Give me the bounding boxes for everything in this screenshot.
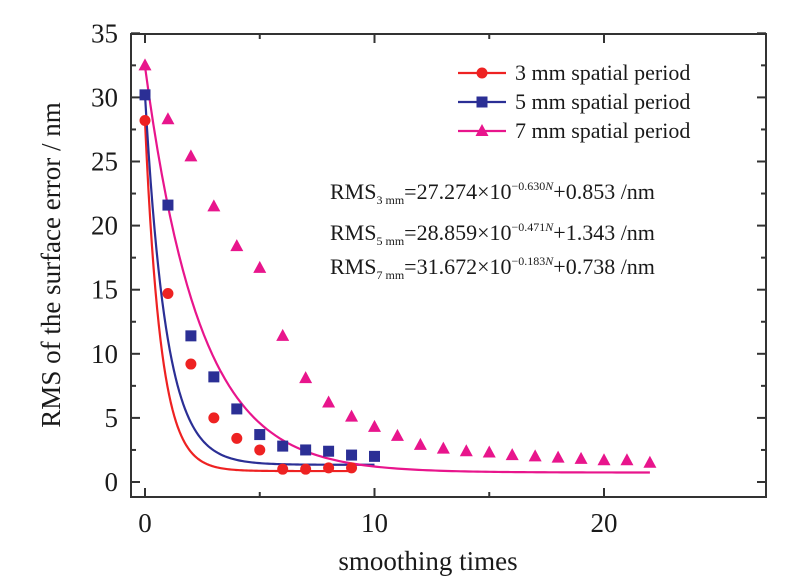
- y-tick-label: 5: [105, 403, 119, 433]
- data-point: [231, 403, 243, 415]
- x-tick-label: 10: [361, 508, 388, 538]
- y-tick-label: 15: [91, 275, 118, 305]
- fit-curves: [143, 66, 650, 474]
- data-point: [162, 288, 174, 300]
- data-point: [505, 448, 519, 461]
- data-point: [413, 437, 427, 450]
- series-1-points: [139, 114, 358, 475]
- data-point: [207, 199, 221, 212]
- x-axis-title: smoothing times: [338, 546, 517, 576]
- data-point: [230, 239, 244, 252]
- x-tick-label: 20: [591, 508, 618, 538]
- legend-label: 3 mm spatial period: [515, 60, 690, 85]
- x-tick-label: 0: [138, 508, 152, 538]
- fit-curve-1: [143, 121, 352, 473]
- y-tick-label: 25: [91, 147, 118, 177]
- equation-3: RMS7 mm=31.672×10−0.183N+0.738 /nm: [330, 254, 655, 282]
- data-point: [184, 149, 198, 162]
- equation-2: RMS5 mm=28.859×10−0.471N+1.343 /nm: [330, 220, 655, 248]
- series-3-points: [138, 58, 657, 468]
- plot-frame: [130, 33, 767, 498]
- data-point: [620, 453, 634, 466]
- data-point: [254, 429, 266, 441]
- data-points: [138, 58, 657, 475]
- data-point: [300, 463, 312, 475]
- data-point: [551, 450, 565, 463]
- data-point: [643, 455, 657, 468]
- data-point: [139, 89, 151, 101]
- series-2-points: [139, 89, 380, 462]
- data-point: [139, 114, 151, 126]
- data-point: [208, 371, 220, 383]
- data-point: [277, 440, 289, 452]
- fit-curve-2: [143, 94, 375, 466]
- axis-ticks: 0 5 10 15 20 25 30 35 0 10 20: [91, 18, 766, 538]
- data-point: [574, 451, 588, 464]
- data-point: [185, 358, 197, 370]
- data-point: [253, 260, 267, 273]
- data-point: [597, 453, 611, 466]
- data-point: [346, 462, 358, 474]
- fit-curve-3: [143, 66, 650, 474]
- y-tick-label: 0: [105, 467, 119, 497]
- data-point: [138, 58, 152, 71]
- data-point: [345, 409, 359, 422]
- y-axis-title: RMS of the surface error / nm: [36, 102, 66, 427]
- data-point: [161, 112, 175, 125]
- y-tick-label: 10: [91, 339, 118, 369]
- equation-annotations: RMS3 mm=27.274×10−0.630N+0.853 /nm RMS5 m…: [330, 179, 655, 282]
- data-point: [323, 462, 335, 474]
- legend-marker-triangle: [475, 124, 489, 136]
- data-point: [277, 463, 289, 475]
- data-point: [300, 444, 312, 456]
- data-point: [299, 371, 313, 384]
- data-point: [368, 419, 381, 432]
- y-tick-label: 20: [91, 211, 118, 241]
- data-point: [185, 330, 197, 342]
- data-point: [528, 449, 542, 462]
- data-point: [369, 450, 380, 462]
- data-point: [254, 444, 266, 456]
- data-point: [390, 428, 404, 441]
- equation-1: RMS3 mm=27.274×10−0.630N+0.853 /nm: [330, 179, 655, 207]
- data-point: [459, 444, 473, 457]
- y-tick-label: 35: [91, 18, 118, 48]
- data-point: [231, 432, 243, 444]
- legend: 3 mm spatial period 5 mm spatial period 7 …: [458, 60, 690, 143]
- data-point: [276, 328, 290, 341]
- data-point: [482, 445, 496, 458]
- data-point: [346, 449, 358, 461]
- data-point: [162, 199, 174, 211]
- y-tick-label: 30: [91, 82, 118, 112]
- legend-label: 5 mm spatial period: [515, 89, 690, 114]
- legend-marker-square: [476, 96, 488, 108]
- data-point: [208, 412, 220, 424]
- legend-marker-circle: [476, 67, 488, 79]
- data-point: [323, 445, 335, 457]
- legend-label: 7 mm spatial period: [515, 118, 690, 143]
- plot-border: [130, 33, 767, 498]
- data-point: [436, 441, 450, 454]
- data-point: [322, 395, 336, 408]
